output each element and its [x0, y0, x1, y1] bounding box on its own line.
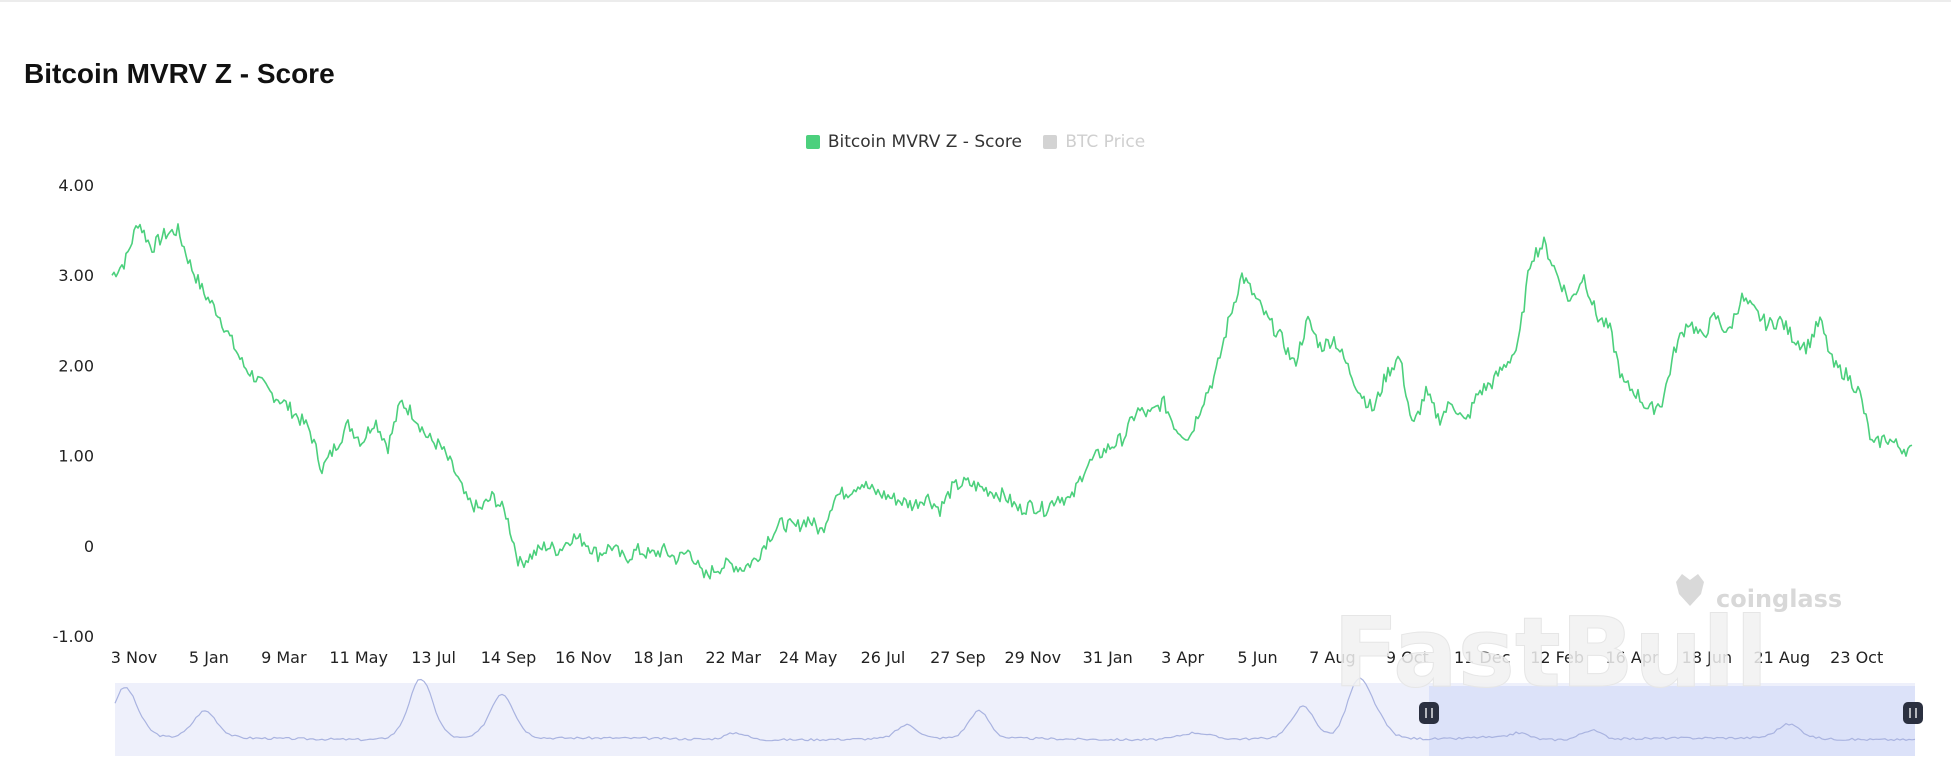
y-tick-label: 2.00 [58, 356, 94, 375]
x-tick-label: 11 May [329, 648, 388, 667]
x-tick-label: 13 Jul [411, 648, 456, 667]
x-tick-label: 5 Jun [1237, 648, 1277, 667]
handle-body [1903, 702, 1923, 724]
x-tick-label: 22 Mar [705, 648, 761, 667]
chart-title: Bitcoin MVRV Z - Score [24, 58, 335, 89]
top-border [0, 0, 1951, 2]
y-tick-label: 4.00 [58, 176, 94, 195]
x-tick-label: 24 May [779, 648, 838, 667]
navigator-handle-left[interactable] [1419, 702, 1439, 724]
x-tick-label: 18 Jun [1682, 648, 1732, 667]
fastbull-watermark: FastBull [1333, 597, 1768, 709]
x-tick-label: 16 Apr [1605, 648, 1659, 667]
legend-item-mvrv[interactable]: Bitcoin MVRV Z - Score [805, 132, 1022, 152]
navigator-line [114, 677, 1916, 742]
x-tick-label: 26 Jul [861, 648, 906, 667]
y-tick-label: 1.00 [58, 447, 94, 466]
y-tick-label: 3.00 [58, 266, 94, 285]
coinglass-watermark: coinglass [1676, 574, 1842, 613]
coinglass-logo-icon [1676, 574, 1704, 606]
legend: Bitcoin MVRV Z - Score BTC Price [0, 132, 1951, 154]
x-tick-label: 9 Oct [1386, 648, 1429, 667]
x-tick-label: 9 Mar [261, 648, 307, 667]
x-tick-label: 23 Oct [1830, 648, 1883, 667]
coinglass-watermark-text: coinglass [1716, 585, 1842, 613]
x-tick-label: 5 Jan [189, 648, 229, 667]
x-tick-label: 14 Sep [481, 648, 537, 667]
x-tick-label: 31 Jan [1083, 648, 1133, 667]
x-tick-label: 7 Aug [1309, 648, 1356, 667]
legend-swatch-mvrv [805, 135, 820, 149]
navigator-handle-right[interactable] [1903, 702, 1923, 724]
legend-swatch-btc-price [1043, 135, 1058, 149]
legend-item-btc-price[interactable]: BTC Price [1043, 132, 1145, 152]
legend-label-btc-price: BTC Price [1065, 132, 1146, 152]
series-line-mvrv [111, 223, 1913, 580]
legend-label-mvrv: Bitcoin MVRV Z - Score [827, 132, 1022, 152]
y-tick-label: -1.00 [53, 627, 94, 646]
navigator-selection [1429, 686, 1915, 756]
x-tick-label: 18 Jan [633, 648, 683, 667]
x-tick-label: 16 Nov [555, 648, 612, 667]
x-tick-label: 3 Nov [111, 648, 158, 667]
x-tick-label: 12 Feb [1530, 648, 1584, 667]
x-tick-label: 21 Aug [1753, 648, 1810, 667]
y-tick-label: 0 [84, 537, 94, 556]
x-tick-label: 3 Apr [1161, 648, 1204, 667]
handle-body [1419, 702, 1439, 724]
x-tick-label: 27 Sep [930, 648, 986, 667]
x-tick-label: 11 Dec [1454, 648, 1510, 667]
x-tick-label: 29 Nov [1004, 648, 1061, 667]
